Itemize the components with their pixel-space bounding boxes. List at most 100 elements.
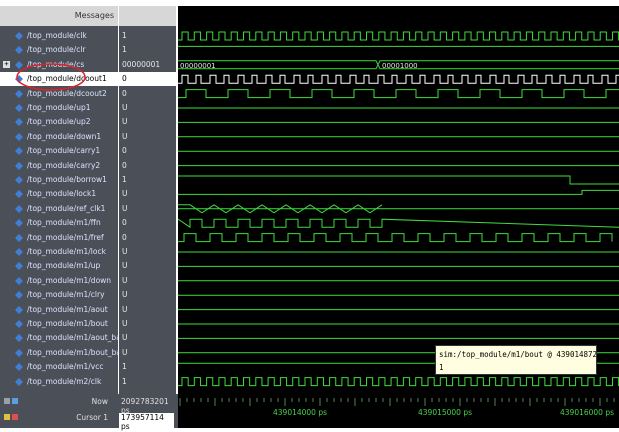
signal-name: /top_module/carry1 bbox=[27, 146, 101, 156]
signal-row[interactable]: /top_module/borrow1 bbox=[0, 173, 118, 187]
signal-value: 00000001 bbox=[122, 59, 161, 69]
signal-diamond-icon bbox=[15, 320, 23, 328]
annotation-circle bbox=[16, 63, 86, 91]
signal-diamond-icon bbox=[15, 176, 23, 184]
signal-row[interactable]: /top_module/dcoout2 bbox=[0, 87, 118, 101]
cursor-value: 173957114 ps bbox=[119, 413, 174, 431]
signal-name: /top_module/borrow1 bbox=[27, 175, 107, 184]
lock-waveform bbox=[178, 189, 619, 195]
signal-diamond-icon bbox=[15, 334, 23, 343]
signal-value: U bbox=[122, 117, 128, 127]
signal-value: U bbox=[122, 304, 128, 314]
signal-name: /top_module/m1/fref bbox=[27, 232, 104, 242]
signal-row[interactable]: /top_module/m1/aout bbox=[0, 303, 118, 317]
signal-value: U bbox=[122, 247, 128, 256]
signal-value-pane: 1 1 00000001 0 0 U U U 0 0 1 U U 0 0 U U U U U U U U 1 1 bbox=[119, 6, 176, 394]
signal-row[interactable]: /top_module/clk bbox=[0, 29, 118, 43]
signal-row[interactable]: /top_module/m1/vcc bbox=[0, 360, 118, 374]
now-add-icon[interactable] bbox=[12, 398, 18, 404]
signal-diamond-icon bbox=[15, 248, 23, 256]
timeline-label: 439016000 ps bbox=[560, 408, 614, 417]
now-value: 2092783201 ps bbox=[121, 397, 169, 415]
waveform-canvas[interactable]: 00000001 00001000 bbox=[178, 6, 619, 394]
signal-tooltip: sim:/top_module/m1/bout @ 439014872 ps 1 bbox=[435, 345, 597, 375]
signal-name: /top_module/ref_clk1 bbox=[27, 203, 106, 213]
signal-row[interactable]: /top_module/m1/aout_bar bbox=[0, 331, 118, 345]
signal-row[interactable]: /top_module/lock1 bbox=[0, 187, 118, 201]
signal-value: U bbox=[122, 103, 128, 112]
signal-value: 0 bbox=[122, 232, 127, 242]
signal-diamond-icon bbox=[15, 363, 23, 372]
timeline-ticks bbox=[179, 398, 615, 406]
signal-row[interactable]: /top_module/clr bbox=[0, 43, 118, 57]
signal-row[interactable]: /top_module/m1/up bbox=[0, 259, 118, 273]
signal-row[interactable]: /top_module/m1/bout bbox=[0, 317, 118, 331]
signal-row[interactable]: /top_module/up1 bbox=[0, 101, 118, 115]
bus-waveform bbox=[178, 60, 619, 70]
dco-waveform bbox=[178, 74, 619, 84]
signal-value: 1 bbox=[122, 376, 127, 386]
bus-value-label: 00001000 bbox=[382, 62, 418, 70]
signal-name: /top_module/m2/clk bbox=[27, 376, 102, 386]
signal-value: 0 bbox=[122, 218, 127, 228]
cursor-lock-icon[interactable] bbox=[4, 414, 10, 420]
signal-diamond-icon bbox=[15, 161, 23, 170]
status-value-pane: 2092783201 ps 173957114 ps bbox=[119, 394, 176, 431]
signal-row[interactable]: /top_module/down1 bbox=[0, 130, 118, 144]
signal-diamond-icon bbox=[15, 89, 23, 98]
tooltip-path: sim:/top_module/m1/bout @ 439014872 ps bbox=[439, 350, 597, 359]
value-header bbox=[119, 6, 176, 26]
signal-name: /top_module/m1/aout bbox=[27, 304, 108, 314]
signal-name: /top_module/m1/bout bbox=[27, 319, 108, 328]
signal-diamond-icon bbox=[15, 32, 23, 40]
signal-name: /top_module/down1 bbox=[27, 131, 102, 141]
signal-row[interactable]: /top_module/up2 bbox=[0, 115, 118, 129]
waveform-pane[interactable]: 00000001 00001000 bbox=[178, 6, 619, 394]
timeline-label: 439015000 ps bbox=[418, 408, 472, 417]
signal-value: U bbox=[122, 203, 128, 213]
signal-value: 0 bbox=[119, 72, 176, 87]
cursor-edit-icon[interactable] bbox=[12, 414, 18, 420]
signal-diamond-icon bbox=[15, 276, 23, 285]
signal-row[interactable]: /top_module/m1/lock bbox=[0, 245, 118, 259]
bus-value-label: 00000001 bbox=[180, 62, 216, 70]
signal-diamond-icon bbox=[15, 104, 23, 112]
signal-name: /top_module/clr bbox=[27, 45, 86, 55]
signal-name: /top_module/dcoout2 bbox=[27, 88, 107, 98]
signal-value: U bbox=[122, 275, 128, 285]
signal-row[interactable]: /top_module/m1/down bbox=[0, 274, 118, 288]
signal-row[interactable]: /top_module/carry2 bbox=[0, 159, 118, 173]
signal-row[interactable]: /top_module/m1/ffn bbox=[0, 216, 118, 230]
signal-value: U bbox=[122, 319, 128, 328]
signal-row[interactable]: /top_module/carry1 bbox=[0, 144, 118, 158]
signal-value: U bbox=[122, 347, 128, 357]
signal-value: U bbox=[122, 290, 128, 300]
signal-diamond-icon bbox=[15, 46, 23, 55]
timeline-ruler[interactable]: 439014000 ps 439015000 ps 439016000 ps bbox=[178, 394, 619, 428]
signal-diamond-icon bbox=[15, 132, 23, 141]
signal-row[interactable]: /top_module/ref_clk1 bbox=[0, 202, 118, 216]
signal-diamond-icon bbox=[15, 348, 23, 357]
signal-diamond-icon bbox=[15, 60, 23, 69]
clock-waveform bbox=[178, 31, 619, 41]
signal-name: /top_module/m1/clry bbox=[27, 290, 105, 300]
signal-name: /top_module/m1/down bbox=[27, 275, 112, 285]
signal-value: 1 bbox=[122, 45, 127, 55]
clock-waveform bbox=[178, 377, 619, 387]
signal-row[interactable]: /top_module/m1/fref bbox=[0, 231, 118, 245]
signal-name: /top_module/dcoout1 bbox=[27, 74, 107, 84]
signal-diamond-icon bbox=[15, 147, 23, 156]
expand-icon[interactable]: + bbox=[3, 59, 10, 68]
tooltip-value: 1 bbox=[439, 363, 444, 372]
signal-value: 0 bbox=[122, 146, 127, 156]
signal-row[interactable]: /top_module/m1/clry bbox=[0, 288, 118, 302]
signal-row[interactable]: /top_module/m1/bout_bar bbox=[0, 346, 118, 360]
signal-diamond-icon bbox=[15, 233, 23, 242]
signal-name: /top_module/m1/lock bbox=[27, 247, 106, 256]
signal-row[interactable]: /top_module/m2/clk bbox=[0, 375, 118, 389]
signal-name: /top_module/m1/bout_bar bbox=[27, 347, 118, 357]
signal-name: /top_module/m1/vcc bbox=[27, 362, 104, 372]
now-grid-icon[interactable] bbox=[4, 398, 10, 404]
signal-value: U bbox=[122, 189, 128, 199]
